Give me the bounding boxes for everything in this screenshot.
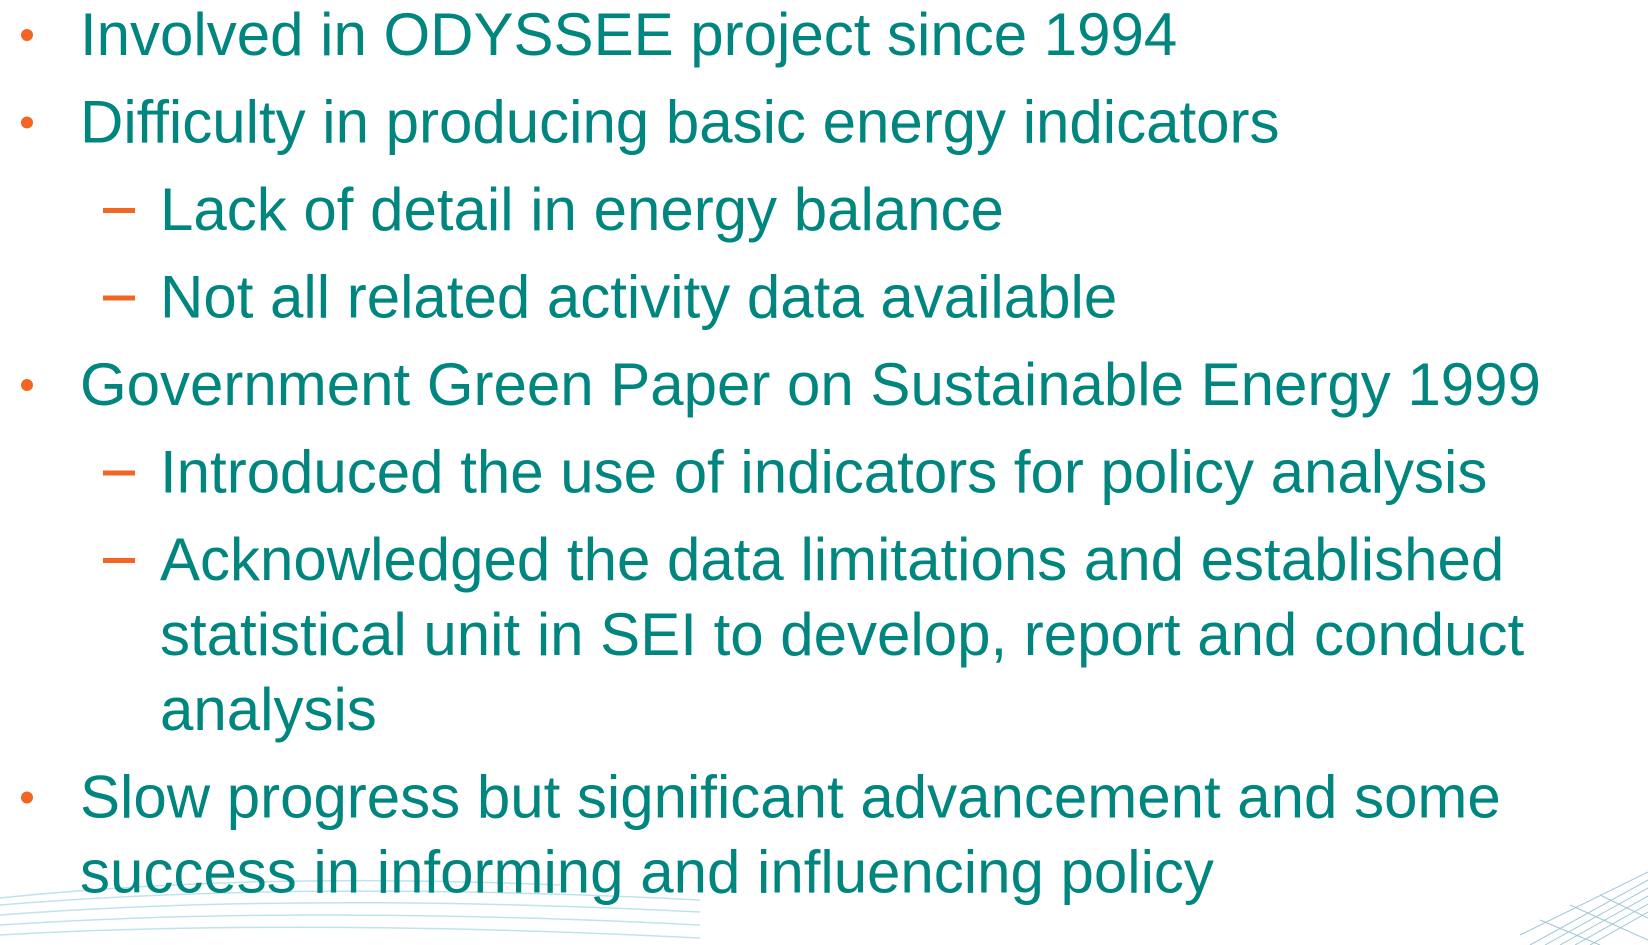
bullet-text: Involved in ODYSSEE project since 1994 <box>80 1 1177 68</box>
sub-bullet-text: analysis <box>160 676 377 743</box>
sub-bullet-text: Introduced the use of indicators for pol… <box>160 439 1487 506</box>
sub-bullet-text: Not all related activity data available <box>160 264 1117 331</box>
decoration-swoosh <box>0 879 701 939</box>
dash <box>103 295 135 301</box>
bullet <box>21 379 33 391</box>
sub-bullet-text: Acknowledged the data limitations and es… <box>160 526 1504 593</box>
bullet <box>21 29 33 41</box>
bullet <box>21 116 33 129</box>
decoration-mesh <box>1519 871 1648 945</box>
bullet <box>21 791 33 804</box>
dash <box>103 208 135 213</box>
dash <box>103 558 135 563</box>
bullet-list: Involved in ODYSSEE project since 1994 Di… <box>21 1 1541 906</box>
sub-bullet-text: Lack of detail in energy balance <box>160 176 1004 243</box>
bullet-text: Slow progress but significant advancemen… <box>80 764 1501 831</box>
bullet-text: Government Green Paper on Sustainable En… <box>80 351 1541 418</box>
sub-bullet-text: statistical unit in SEI to develop, repo… <box>160 601 1524 668</box>
bullet-text: success in informing and influencing pol… <box>80 839 1214 906</box>
dash <box>103 470 135 476</box>
bullet-text: Difficulty in producing basic energy ind… <box>80 89 1280 156</box>
